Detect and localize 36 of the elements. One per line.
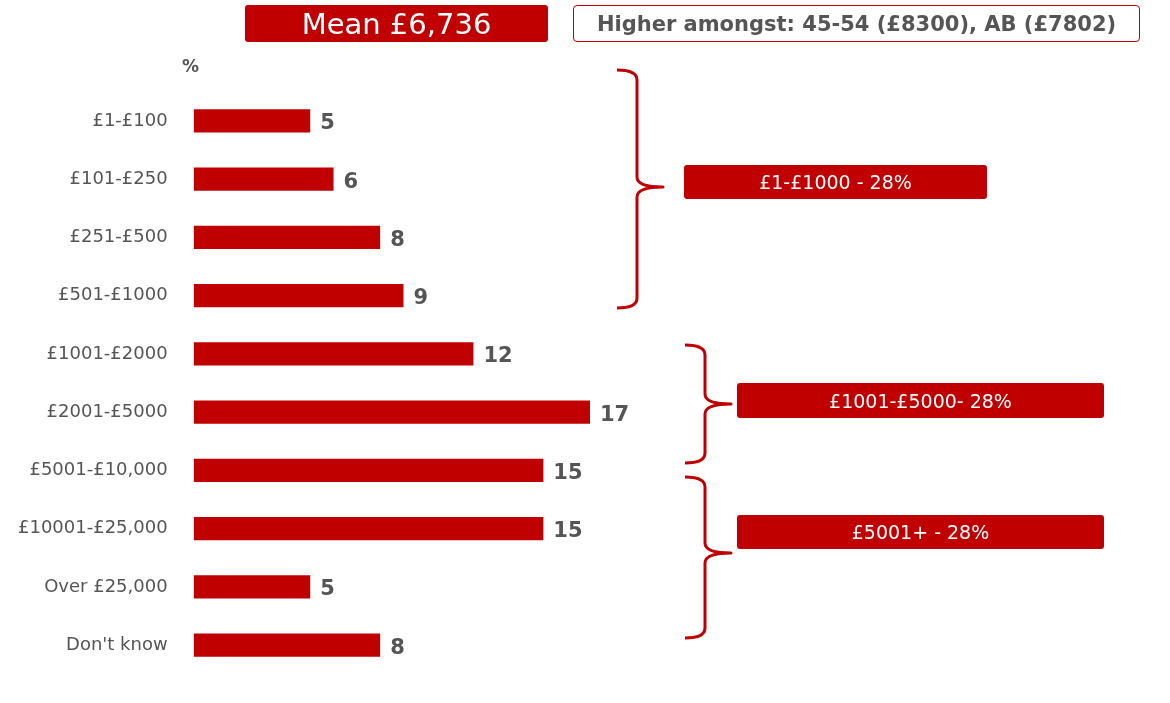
bar: [193, 633, 381, 657]
bar: [193, 342, 474, 366]
y-tick-label: Over £25,000: [44, 574, 168, 596]
y-tick-label: £1001-£2000: [46, 341, 168, 363]
data-label: 12: [483, 343, 513, 368]
bar: [193, 400, 590, 424]
bar: [193, 283, 404, 308]
data-label: 15: [553, 459, 583, 484]
text: £5001+ - 28%: [737, 515, 1104, 549]
bar: [193, 516, 544, 541]
bar: [193, 109, 311, 133]
text: Higher amongst: 45-54 (£8300), AB (£7802): [573, 5, 1140, 42]
y-tick-label: £10001-£25,000: [17, 516, 168, 538]
data-label: 15: [553, 518, 583, 543]
bar: [193, 225, 381, 250]
bar: [193, 575, 311, 599]
data-label: 5: [320, 576, 335, 601]
y-tick-label: £501-£1000: [58, 283, 168, 305]
data-label: 5: [320, 110, 335, 135]
text: £1-£1000 - 28%: [684, 165, 987, 199]
text: Mean £6,736: [245, 5, 548, 42]
data-label: 17: [600, 401, 630, 426]
x-axis-title: %: [182, 56, 200, 76]
data-label: 6: [343, 168, 359, 193]
y-tick-label: £1-£100: [92, 108, 168, 130]
y-tick-label: £5001-£10,000: [29, 458, 168, 480]
y-tick-label: £101-£250: [69, 166, 168, 188]
bar: [193, 167, 334, 191]
data-label: 8: [390, 226, 405, 251]
y-tick-label: £251-£500: [69, 225, 168, 247]
y-tick-label: Don't know: [66, 632, 168, 654]
data-label: 8: [390, 634, 405, 659]
y-tick-label: £2001-£5000: [46, 399, 168, 421]
data-label: 9: [413, 285, 429, 310]
text: £1001-£5000- 28%: [737, 383, 1104, 418]
bar: [193, 458, 544, 483]
